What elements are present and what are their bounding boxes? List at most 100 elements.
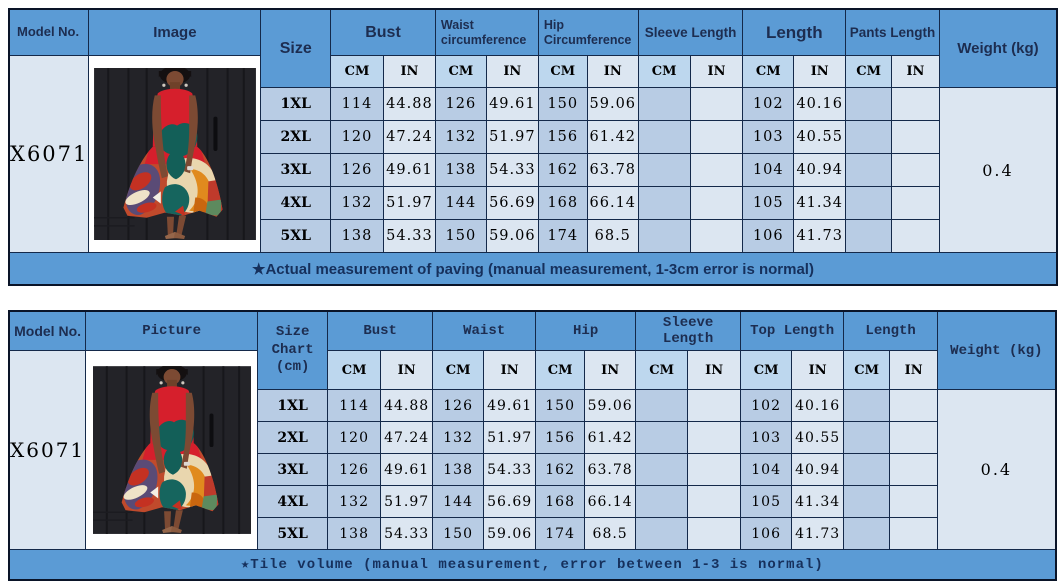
cell-sleeve-cm: [635, 453, 689, 486]
cell-length-in: 41.73: [791, 517, 845, 550]
unit-header-in: IN: [889, 350, 939, 390]
cell-sleeve-cm: [637, 186, 691, 220]
cell-extra-cm: [845, 153, 893, 187]
cell-sleeve-in: [687, 453, 742, 486]
model-number: X6071: [8, 350, 87, 550]
cell-bust-in: 54.33: [380, 517, 434, 550]
cell-hip-in: 59.06: [584, 389, 637, 422]
cell-bust-cm: 132: [330, 186, 384, 220]
cell-hip-in: 68.5: [586, 219, 639, 253]
cell-length-cm: 106: [742, 219, 795, 253]
cell-sleeve-cm: [635, 421, 689, 454]
cell-sleeve-in: [689, 153, 744, 187]
unit-header-in: IN: [586, 55, 639, 88]
cell-sleeve-in: [689, 120, 744, 154]
cell-bust-in: 47.24: [380, 421, 434, 454]
cell-waist-cm: 150: [432, 517, 485, 550]
col-header-bust: Bust: [330, 8, 436, 56]
cell-hip-in: 68.5: [584, 517, 637, 550]
cell-sleeve-cm: [635, 485, 689, 518]
cell-extra-in: [891, 153, 940, 187]
size-row-4XL: 4XL 132 51.97 144 56.69 168 66.14 105 41.34: [9, 485, 1056, 518]
unit-header-in: IN: [891, 55, 940, 88]
cell-length-in: 40.16: [791, 389, 845, 422]
size-row-3XL: 3XL 126 49.61 138 54.33 162 63.78 104 40.94: [9, 153, 1057, 187]
unit-row: X6071 CM IN CM IN CM IN CM IN CM IN CM IN: [8, 55, 1057, 253]
cell-size: 5XL: [260, 219, 332, 253]
cell-size: 4XL: [257, 485, 329, 518]
cell-size: 4XL: [260, 186, 332, 220]
cell-waist-in: 56.69: [485, 186, 539, 220]
cell-hip-cm: 150: [535, 389, 586, 422]
image-cell: [88, 55, 262, 253]
size-row-4XL: 4XL 132 51.97 144 56.69 168 66.14 105 41.34: [9, 186, 1057, 220]
cell-hip-cm: 168: [535, 485, 586, 518]
col-header-length: Length: [843, 310, 939, 351]
col-header-picture: Picture: [85, 310, 259, 351]
unit-header-cm: CM: [327, 350, 382, 390]
cell-waist-cm: 132: [434, 120, 487, 154]
cell-length-in: 40.55: [793, 120, 847, 154]
size-row-1XL: 1XL 114 44.88 126 49.61 150 59.06 102 40.16 0.4: [9, 389, 1057, 550]
cell-hip-cm: 174: [537, 219, 588, 253]
cell-length-in: 40.16: [793, 87, 847, 121]
cell-sleeve-cm: [637, 219, 691, 253]
header-row: Model No. Image Size Bust Waist circumfe…: [8, 8, 1058, 88]
cell-length-cm: 105: [742, 186, 795, 220]
cell-size: 1XL: [260, 87, 332, 121]
cell-length-cm: 105: [740, 485, 793, 518]
unit-header-cm: CM: [843, 350, 891, 390]
col-header-hip: Hip: [535, 310, 637, 351]
size-row-1XL: 1XL 114 44.88 126 49.61 150 59.06 102 40.16 0.4: [9, 87, 1058, 253]
cell-waist-cm: 138: [432, 453, 485, 486]
unit-header-cm: CM: [740, 350, 793, 390]
col-header-weight: Weight (kg): [938, 8, 1058, 88]
cell-extra-cm: [845, 120, 893, 154]
cell-sleeve-cm: [637, 120, 691, 154]
cell-hip-in: 63.78: [584, 453, 637, 486]
cell-extra-cm: [843, 517, 891, 550]
unit-header-cm: CM: [742, 55, 795, 88]
cell-sleeve-in: [687, 517, 742, 550]
unit-header-in: IN: [791, 350, 845, 390]
cell-extra-in: [891, 87, 940, 121]
cell-hip-cm: 150: [537, 87, 588, 121]
size-row-5XL: 5XL 138 54.33 150 59.06 174 68.5 106 41.73: [9, 517, 1056, 550]
size-table-bottom: Model No. Picture Size Chart (cm) Bust W…: [8, 310, 1057, 581]
cell-hip-in: 61.42: [584, 421, 637, 454]
cell-sleeve-in: [687, 485, 742, 518]
cell-bust-in: 44.88: [382, 87, 436, 121]
cell-length-cm: 104: [740, 453, 793, 486]
cell-weight: 0.4: [937, 389, 1057, 550]
cell-waist-cm: 144: [434, 186, 487, 220]
cell-waist-cm: 144: [432, 485, 485, 518]
cell-extra-in: [889, 517, 939, 550]
cell-sleeve-in: [689, 186, 744, 220]
cell-length-cm: 106: [740, 517, 793, 550]
col-header-hip: Hip Circumference: [537, 8, 639, 56]
cell-hip-cm: 162: [537, 153, 588, 187]
col-header-size: Size: [260, 8, 332, 88]
cell-length-cm: 102: [742, 87, 795, 121]
cell-extra-in: [891, 186, 940, 220]
cell-waist-cm: 132: [432, 421, 485, 454]
header-row: Model No. Picture Size Chart (cm) Bust W…: [8, 310, 1057, 390]
model-number: X6071: [8, 55, 90, 253]
cell-waist-cm: 138: [434, 153, 487, 187]
cell-bust-cm: 132: [327, 485, 382, 518]
cell-bust-cm: 126: [327, 453, 382, 486]
cell-extra-cm: [843, 389, 891, 422]
col-header-model-no: Model No.: [8, 8, 90, 56]
cell-extra-cm: [843, 453, 891, 486]
cell-size: 3XL: [260, 153, 332, 187]
unit-header-in: IN: [483, 350, 537, 390]
cell-hip-in: 66.14: [586, 186, 639, 220]
cell-length-cm: 103: [742, 120, 795, 154]
cell-bust-cm: 114: [327, 389, 382, 422]
cell-hip-in: 61.42: [586, 120, 639, 154]
cell-hip-in: 66.14: [584, 485, 637, 518]
cell-extra-in: [889, 389, 939, 422]
col-header-image: Image: [88, 8, 262, 56]
col-header-sleeve-length: Sleeve Length: [635, 310, 742, 351]
size-row-5XL: 5XL 138 54.33 150 59.06 174 68.5 106 41.73: [9, 219, 1057, 253]
